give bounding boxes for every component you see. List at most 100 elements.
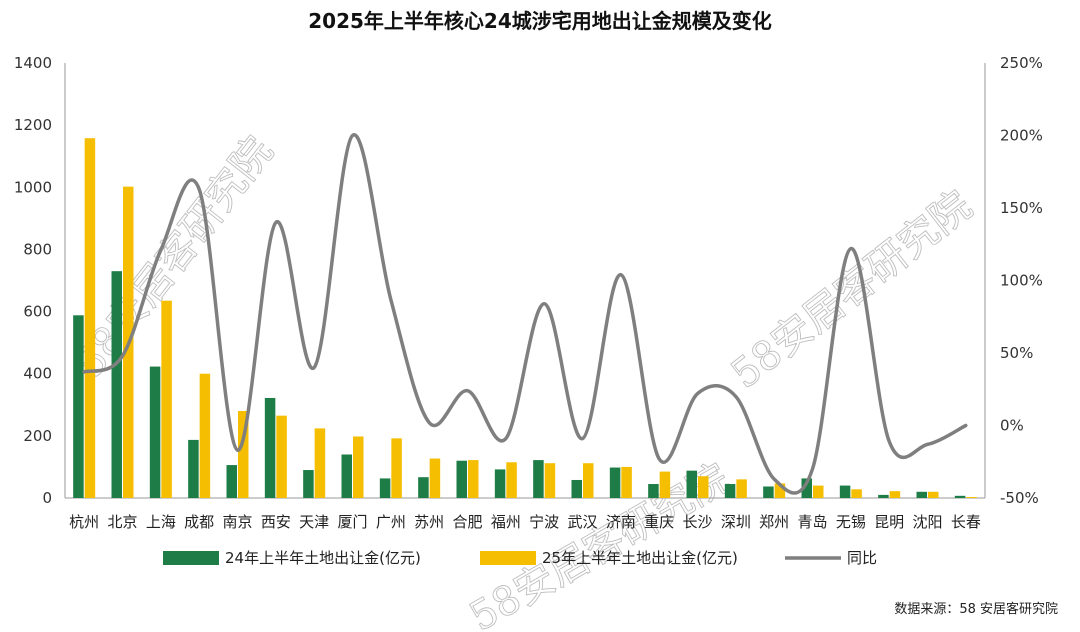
axes: 0 200 400 600 800 1000 1200 1400 -50% 0% 50% 100% 15… <box>14 54 1043 507</box>
y-left-tick-label: 800 <box>23 240 52 258</box>
category-label: 西安 <box>261 513 291 531</box>
category-label: 长春 <box>951 513 981 531</box>
bar-2024-天津 <box>303 470 314 498</box>
bar-2024-无锡 <box>839 485 851 498</box>
bar-2024-广州 <box>379 478 391 498</box>
bar-2024-长春 <box>954 495 966 498</box>
category-label: 合肥 <box>452 513 482 531</box>
watermark: 58安居客研究院 <box>67 129 282 387</box>
legend-label: 24年上半年土地出让金(亿元) <box>225 549 421 567</box>
bar-2024-合肥 <box>456 460 467 498</box>
bar-2024-青岛 <box>801 478 812 498</box>
y-left-tick-label: 1000 <box>14 178 52 196</box>
category-label: 长沙 <box>682 513 712 531</box>
category-label: 广州 <box>376 513 406 531</box>
y-right-tick-label: 200% <box>1000 127 1043 145</box>
y-left-tick-label: 400 <box>23 365 52 383</box>
legend-label: 25年上半年土地出让金(亿元) <box>542 549 738 567</box>
category-label: 宁波 <box>529 513 559 531</box>
category-label: 重庆 <box>644 513 674 531</box>
category-label: 郑州 <box>759 513 789 531</box>
category-label: 成都 <box>184 513 214 531</box>
bar-2024-西安 <box>264 397 276 498</box>
bar-2024-郑州 <box>763 486 774 498</box>
bar-2024-武汉 <box>571 479 582 498</box>
bar-2025-长春 <box>966 497 977 498</box>
bar-2024-宁波 <box>533 460 544 498</box>
bar-2025-长沙 <box>698 476 709 498</box>
bar-2024-北京 <box>111 271 122 498</box>
y-left-tick-label: 1400 <box>14 54 52 72</box>
bar-2025-宁波 <box>544 463 556 498</box>
bar-2025-西安 <box>276 415 287 498</box>
legend-label: 同比 <box>847 549 877 567</box>
watermark: 58安居客研究院 <box>723 183 981 398</box>
bar-2024-深圳 <box>724 484 736 498</box>
category-label: 无锡 <box>836 513 866 531</box>
yoy-line <box>82 133 968 495</box>
bar-2025-广州 <box>391 438 402 498</box>
bar-2024-福州 <box>494 469 506 498</box>
bar-2025-天津 <box>314 428 326 498</box>
bar-2025-福州 <box>506 462 517 498</box>
bar-2025-成都 <box>199 373 211 498</box>
category-label: 苏州 <box>414 513 444 531</box>
legend-item-2025: 25年上半年土地出让金(亿元) <box>480 549 738 567</box>
category-label: 南京 <box>222 513 252 531</box>
source-note: 数据来源：58 安居客研究院 <box>894 601 1058 617</box>
bar-2024-苏州 <box>418 477 429 498</box>
y-left-tick-label: 1200 <box>14 116 52 134</box>
category-label: 昆明 <box>874 513 904 531</box>
yoy-line-layer <box>82 133 968 495</box>
bar-2025-无锡 <box>851 489 862 498</box>
legend-item-2024: 24年上半年土地出让金(亿元) <box>163 549 421 567</box>
bar-2025-郑州 <box>774 483 786 498</box>
bar-2025-杭州 <box>84 138 96 498</box>
bar-2024-长沙 <box>686 470 697 498</box>
bar-2024-杭州 <box>73 315 84 498</box>
bar-2025-上海 <box>161 300 172 498</box>
category-label: 福州 <box>491 513 521 531</box>
y-right-tick-label: 50% <box>1000 344 1033 362</box>
bar-2025-南京 <box>238 411 249 498</box>
bar-2025-深圳 <box>736 479 747 498</box>
bar-2025-沈阳 <box>928 491 939 498</box>
category-label: 厦门 <box>337 513 367 531</box>
y-left-tick-label: 200 <box>23 427 52 445</box>
category-labels: 杭州 北京 上海 成都 南京 西安 天津 厦门 广州 苏州 合肥 福州 宁波 武汉 济南 重庆 长沙 深圳 郑州 青岛… <box>69 513 981 531</box>
category-label: 天津 <box>299 513 329 531</box>
legend-swatch <box>163 551 219 565</box>
category-label: 济南 <box>606 513 636 531</box>
bar-2024-昆明 <box>878 494 889 498</box>
bar-2024-沈阳 <box>916 491 927 498</box>
legend-swatch <box>480 551 536 565</box>
category-label: 上海 <box>146 513 176 531</box>
category-label: 沈阳 <box>912 513 942 531</box>
legend-item-yoy: 同比 <box>785 549 877 567</box>
bar-2024-成都 <box>188 439 199 498</box>
category-label: 深圳 <box>721 513 751 531</box>
y-right-tick-label: 100% <box>1000 272 1043 290</box>
bar-2025-青岛 <box>813 485 824 498</box>
bar-2025-厦门 <box>353 436 364 498</box>
bar-2025-合肥 <box>468 460 479 498</box>
legend: 24年上半年土地出让金(亿元) 25年上半年土地出让金(亿元) 同比 <box>163 549 877 567</box>
y-right-tick-label: -50% <box>1000 489 1039 507</box>
bar-2024-重庆 <box>648 484 659 498</box>
category-label: 武汉 <box>567 513 597 531</box>
category-label: 青岛 <box>797 513 827 531</box>
bar-2025-苏州 <box>429 458 441 498</box>
bar-2024-厦门 <box>341 454 352 498</box>
category-label: 杭州 <box>69 513 99 531</box>
y-left-tick-label: 0 <box>42 489 52 507</box>
y-right-tick-label: 150% <box>1000 199 1043 217</box>
chart-title: 2025年上半年核心24城涉宅用地出让金规模及变化 <box>308 9 772 33</box>
bar-2025-昆明 <box>889 491 901 498</box>
bar-2024-济南 <box>609 467 621 498</box>
bar-2025-武汉 <box>583 463 594 498</box>
bar-2024-上海 <box>149 366 161 498</box>
y-right-tick-label: 0% <box>1000 417 1024 435</box>
bar-2025-重庆 <box>659 471 671 498</box>
bar-2025-济南 <box>621 466 632 498</box>
